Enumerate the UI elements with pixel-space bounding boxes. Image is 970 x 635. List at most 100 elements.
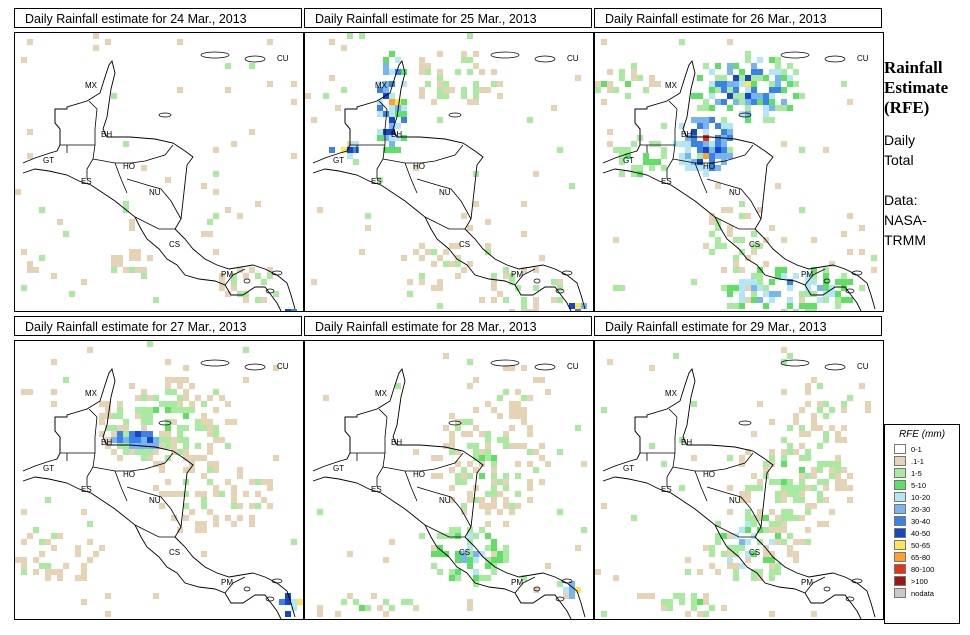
island-outline — [243, 278, 251, 284]
rain-cell — [21, 509, 27, 515]
rain-cell — [805, 509, 811, 515]
island-outline — [244, 55, 266, 63]
rain-cell — [479, 551, 485, 557]
rain-cell — [527, 395, 533, 401]
rain-cell — [207, 467, 213, 473]
rain-cell — [497, 491, 503, 497]
rain-cell — [111, 431, 117, 437]
rain-cell — [823, 431, 829, 437]
rain-cell — [697, 75, 703, 81]
rain-cell — [781, 461, 787, 467]
rain-cell — [129, 219, 135, 225]
rain-cell — [437, 569, 443, 575]
rain-cell — [123, 419, 129, 425]
legend-item: 0-1 — [894, 443, 959, 455]
rain-cell — [383, 135, 389, 141]
rain-cell — [709, 249, 715, 255]
rain-cell — [291, 81, 297, 87]
rain-cell — [715, 225, 721, 231]
rain-cell — [213, 147, 219, 153]
rain-cell — [739, 93, 745, 99]
rain-cell — [751, 93, 757, 99]
rain-cell — [575, 545, 581, 551]
rain-cell — [231, 491, 237, 497]
rain-cell — [841, 485, 847, 491]
rain-cell — [225, 479, 231, 485]
rain-cell — [739, 249, 745, 255]
rain-cell — [419, 255, 425, 261]
rain-cell — [751, 515, 757, 521]
rain-cell — [491, 551, 497, 557]
rain-cell — [709, 93, 715, 99]
rain-cell — [799, 147, 805, 153]
rain-cell — [709, 605, 715, 611]
rain-cell — [491, 81, 497, 87]
rain-cell — [449, 261, 455, 267]
rain-cell — [829, 461, 835, 467]
rain-cell — [739, 201, 745, 207]
rain-cell — [455, 425, 461, 431]
legend-item: 65-80 — [894, 551, 959, 563]
rain-cell — [473, 51, 479, 57]
rain-cell — [805, 309, 811, 311]
rain-cell — [715, 569, 721, 575]
rain-cell — [503, 443, 509, 449]
rain-cell — [443, 249, 449, 255]
rain-cell — [515, 285, 521, 291]
rain-cell — [111, 267, 117, 273]
rain-cell — [533, 303, 539, 309]
rain-cell — [613, 87, 619, 93]
rain-cell — [165, 431, 171, 437]
rain-cell — [141, 413, 147, 419]
rain-cell — [171, 407, 177, 413]
rain-cell — [455, 575, 461, 581]
rain-cell — [709, 551, 715, 557]
rain-cell — [485, 509, 491, 515]
rain-cell — [171, 389, 177, 395]
rain-cell — [15, 189, 21, 195]
side-title: Rainfall Estimate (RFE) — [884, 58, 948, 118]
rain-cell — [787, 479, 793, 485]
rain-cell — [147, 255, 153, 261]
rain-cell — [811, 473, 817, 479]
rain-cell — [793, 497, 799, 503]
rain-cell — [841, 401, 847, 407]
rain-cell — [805, 449, 811, 455]
rain-cell — [733, 87, 739, 93]
rain-cell — [721, 141, 727, 147]
rain-cell — [419, 533, 425, 539]
rain-cell — [661, 153, 667, 159]
rain-cell — [27, 39, 33, 45]
rain-cell — [745, 81, 751, 87]
rain-cell — [225, 515, 231, 521]
rain-cell — [291, 599, 297, 605]
rain-cell — [817, 467, 823, 473]
rain-cell — [829, 425, 835, 431]
rain-cell — [443, 353, 449, 359]
rain-cell — [219, 437, 225, 443]
rain-cell — [237, 267, 243, 273]
rain-cell — [823, 273, 829, 279]
rain-cell — [135, 255, 141, 261]
rain-cell — [473, 455, 479, 461]
country-label: GT — [333, 464, 344, 473]
rain-cell — [805, 527, 811, 533]
rain-cell — [631, 165, 637, 171]
rain-cell — [177, 377, 183, 383]
rain-cell — [503, 431, 509, 437]
rain-cell — [165, 455, 171, 461]
rain-cell — [491, 569, 497, 575]
rain-cell — [479, 449, 485, 455]
rain-cell — [141, 165, 147, 171]
rain-cell — [461, 267, 467, 273]
rain-cell — [557, 509, 563, 515]
rain-cell — [449, 443, 455, 449]
rain-cell — [829, 285, 835, 291]
rain-cell — [267, 273, 273, 279]
rain-cell — [341, 87, 347, 93]
rain-cell — [213, 431, 219, 437]
rain-cell — [201, 551, 207, 557]
rain-cell — [817, 285, 823, 291]
rain-cell — [467, 491, 473, 497]
rain-cell — [835, 297, 841, 303]
